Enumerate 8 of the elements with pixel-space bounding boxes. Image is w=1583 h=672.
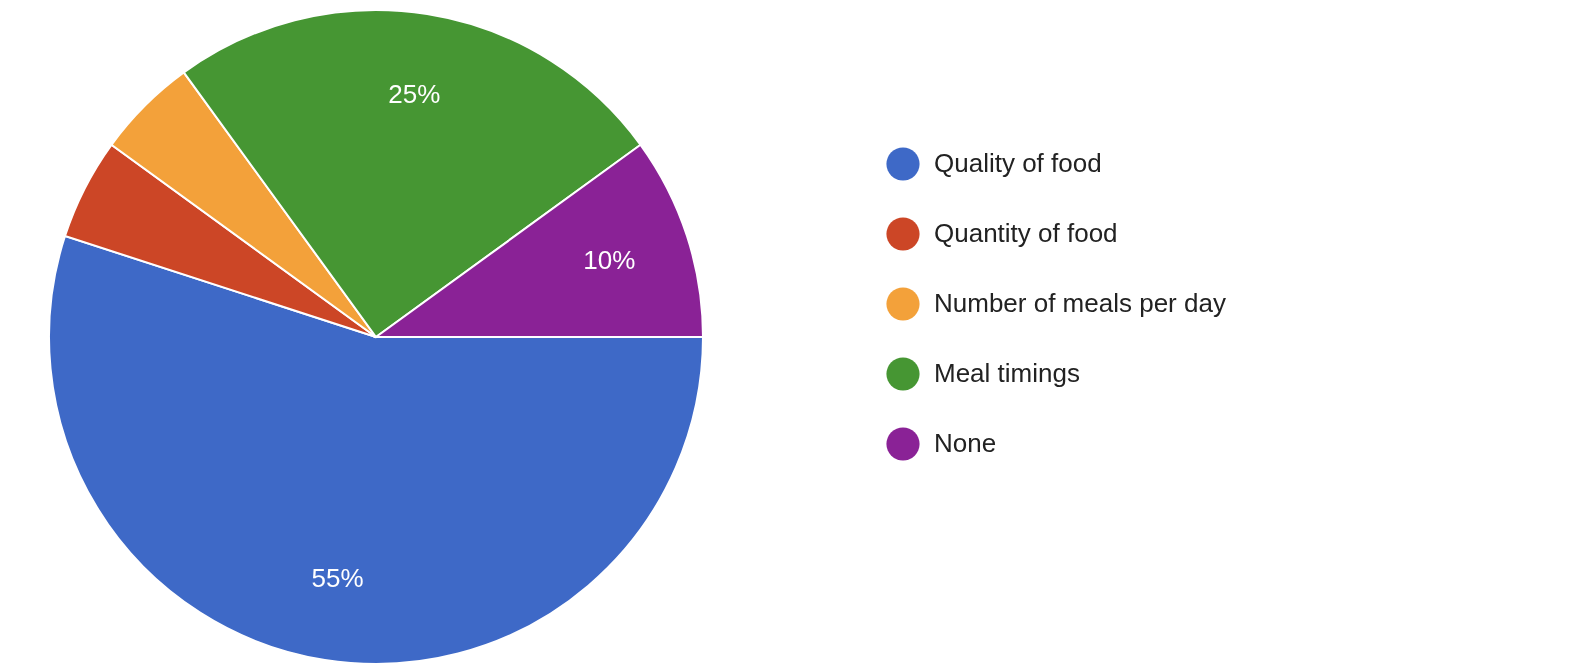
data-label: 10% [583, 245, 636, 276]
legend-label: Quality of food [934, 148, 1102, 178]
legend-label: Number of meals per day [934, 288, 1226, 318]
legend-label: Meal timings [934, 358, 1080, 388]
legend-label: Quantity of food [934, 218, 1118, 248]
data-label: 55% [311, 563, 364, 594]
data-label: 25% [388, 78, 441, 109]
legend-label: None [934, 428, 997, 458]
